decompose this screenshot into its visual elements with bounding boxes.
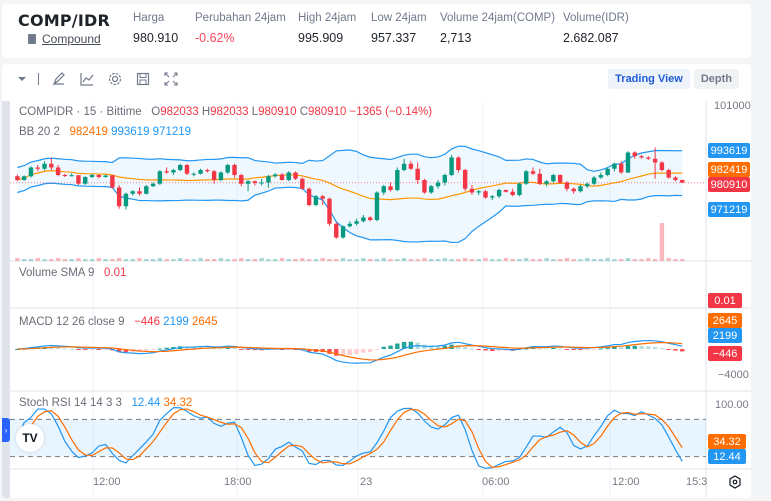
book-icon bbox=[28, 34, 36, 44]
last-price-tag: 980910 bbox=[708, 177, 750, 192]
stat-value: -0.62% bbox=[195, 31, 235, 45]
main-legend: COMPIDR · 15 · Bittime O982033 H982033 L… bbox=[19, 106, 432, 118]
bb-lower-value: 971219 bbox=[152, 126, 192, 138]
coin-name[interactable]: Compound bbox=[42, 32, 101, 46]
stat-label: Perubahan 24jam bbox=[195, 12, 286, 24]
symbol-label: COMPIDR · 15 · Bittime bbox=[19, 106, 142, 118]
stat-label: Volume(IDR) bbox=[563, 12, 629, 24]
stoch-d-tag: 34.32 bbox=[708, 434, 746, 449]
macd-axis-low: −4000 bbox=[718, 369, 749, 381]
stat-label: Volume 24jam(COMP) bbox=[440, 12, 556, 24]
macd-signal-value: 2645 bbox=[191, 316, 218, 328]
bb-upper-value: 993619 bbox=[111, 126, 150, 138]
ohlc-h-label: H bbox=[201, 106, 211, 118]
ohlc-open: 982033 bbox=[160, 106, 199, 118]
stat-price: Harga 980.910 bbox=[133, 12, 178, 45]
stoch-d-value: 34.32 bbox=[163, 397, 193, 409]
chart-canvas[interactable] bbox=[10, 101, 751, 498]
time-tick: 12:00 bbox=[93, 476, 121, 488]
macd-legend: MACD 12 26 close 9 −446 2199 2645 bbox=[19, 316, 218, 328]
tab-trading-view[interactable]: Trading View bbox=[608, 69, 690, 89]
macd-label: MACD 12 26 close 9 bbox=[19, 316, 125, 328]
stoch-k-tag: 12.44 bbox=[708, 449, 746, 464]
chart-container: Trading View Depth › COMPIDR · 15 · Bitt… bbox=[2, 64, 751, 498]
volume-tag: 0.01 bbox=[708, 293, 742, 308]
save-icon[interactable] bbox=[135, 71, 151, 87]
stat-label: High 24jam bbox=[298, 12, 357, 24]
time-tick: 18:00 bbox=[224, 476, 252, 488]
plot-area[interactable]: COMPIDR · 15 · Bittime O982033 H982033 L… bbox=[10, 100, 751, 498]
stat-value: 957.337 bbox=[371, 31, 417, 45]
time-tick: 06:00 bbox=[482, 476, 510, 488]
ohlc-high: 982033 bbox=[210, 106, 249, 118]
ohlc-close: 980910 bbox=[308, 106, 347, 118]
volume-value: 0.01 bbox=[104, 267, 127, 279]
stat-volume-idr: Volume(IDR) 2.682.087 bbox=[563, 12, 629, 45]
market-header: COMP/IDR Compound Harga 980.910 Perubaha… bbox=[2, 4, 751, 58]
tradingview-logo[interactable]: TV bbox=[16, 424, 44, 452]
bb-lower-tag: 971219 bbox=[708, 202, 750, 217]
coin-info-link[interactable]: Compound bbox=[28, 32, 101, 46]
time-tick: 23 bbox=[360, 476, 373, 488]
stat-low-24h: Low 24jam 957.337 bbox=[371, 12, 427, 45]
macd-signal-tag: 2645 bbox=[708, 313, 742, 328]
price-axis-top: 1010000 bbox=[714, 100, 751, 112]
pencil-icon[interactable] bbox=[51, 71, 67, 87]
bb-upper-tag: 993619 bbox=[708, 143, 750, 158]
tab-depth[interactable]: Depth bbox=[693, 69, 739, 89]
chevron-down-icon[interactable] bbox=[14, 71, 30, 87]
left-drawing-strip bbox=[2, 101, 10, 498]
stat-value: 995.909 bbox=[298, 31, 344, 45]
bb-basis-tag: 982419 bbox=[708, 162, 750, 177]
expand-sidebar-button[interactable]: › bbox=[2, 418, 10, 442]
stat-label: Harga bbox=[133, 12, 165, 24]
stat-value: 2,713 bbox=[440, 31, 472, 45]
view-tabs: Trading View Depth bbox=[608, 69, 739, 89]
ohlc-change: −1365 (−0.14%) bbox=[349, 106, 433, 118]
bb-legend: BB 20 2 982419 993619 971219 bbox=[19, 126, 191, 138]
stat-volume-comp: Volume 24jam(COMP) 2,713 bbox=[440, 12, 555, 45]
bb-basis-value: 982419 bbox=[69, 126, 108, 138]
fullscreen-icon[interactable] bbox=[163, 71, 179, 87]
stoch-k-value: 12.44 bbox=[131, 397, 161, 409]
stat-value: 980.910 bbox=[133, 31, 179, 45]
stat-label: Low 24jam bbox=[371, 12, 427, 24]
bb-label: BB 20 2 bbox=[19, 126, 60, 138]
gear-icon[interactable] bbox=[107, 71, 123, 87]
macd-line-tag: 2199 bbox=[708, 328, 742, 343]
macd-hist-tag: −446 bbox=[708, 346, 742, 361]
axis-settings-icon[interactable] bbox=[728, 475, 742, 489]
time-tick: 15:3 bbox=[686, 476, 708, 488]
time-tick: 12:00 bbox=[612, 476, 640, 488]
ohlc-l-label: L bbox=[251, 106, 259, 118]
stoch-axis-top: 100.00 bbox=[715, 399, 749, 411]
toolbar-separator bbox=[38, 73, 39, 85]
pair-title: COMP/IDR bbox=[18, 11, 110, 30]
ohlc-o-label: O bbox=[151, 106, 161, 118]
volume-legend: Volume SMA 9 0.01 bbox=[19, 267, 126, 279]
ohlc-low: 980910 bbox=[258, 106, 297, 118]
stat-value: 2.682.087 bbox=[563, 31, 619, 45]
macd-line-value: 2199 bbox=[163, 316, 189, 328]
volume-label: Volume SMA 9 bbox=[19, 267, 95, 279]
indicator-chart-icon[interactable] bbox=[79, 71, 95, 87]
stoch-label: Stoch RSI 14 14 3 3 bbox=[19, 397, 122, 409]
stat-change-24h: Perubahan 24jam -0.62% bbox=[195, 12, 286, 45]
stat-high-24h: High 24jam 995.909 bbox=[298, 12, 356, 45]
ohlc-c-label: C bbox=[299, 106, 308, 118]
chart-toolbar: Trading View Depth bbox=[2, 64, 751, 94]
stoch-legend: Stoch RSI 14 14 3 3 12.44 34.32 bbox=[19, 397, 192, 409]
macd-hist-value: −446 bbox=[134, 316, 160, 328]
